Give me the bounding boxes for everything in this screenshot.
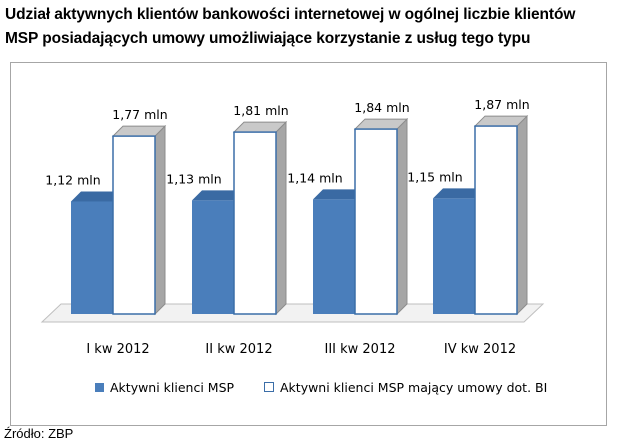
- data-label-msp-bi-2: 1,81 mln: [233, 103, 288, 118]
- bar-msp-bi-2-side: [275, 120, 287, 316]
- bar-msp-bi-3: [354, 128, 398, 315]
- legend-swatch-msp-bi: [264, 382, 274, 392]
- bar-msp-bi-4-top: [473, 115, 529, 127]
- data-label-msp-bi-3: 1,84 mln: [354, 100, 409, 115]
- bar-msp-bi-2-top: [232, 121, 288, 133]
- bar-msp-bi-3-side: [396, 117, 408, 316]
- bar-msp-3-top: [313, 189, 365, 200]
- bar-msp-4-top: [433, 188, 485, 199]
- bar-msp-1: [71, 201, 113, 314]
- bar-msp-bi-3-top: [353, 118, 409, 130]
- chart-title-line-1: Udział aktywnych klientów bankowości int…: [5, 6, 576, 23]
- bar-msp-bi-2: [233, 131, 277, 315]
- legend-label-msp: Aktywni klienci MSP: [110, 380, 235, 395]
- bar-msp-bi-1-top: [111, 125, 167, 137]
- bar-msp-1-top: [71, 191, 123, 202]
- source-note: Źródło: ZBP: [4, 426, 74, 441]
- data-label-msp-bi-4: 1,87 mln: [474, 97, 529, 112]
- bar-msp-bi-1: [112, 135, 156, 315]
- data-label-msp-3: 1,14 mln: [287, 170, 342, 185]
- bar-msp-bi-4: [474, 125, 518, 315]
- data-label-msp-bi-1: 1,77 mln: [112, 107, 167, 122]
- x-tick-label-3: III kw 2012: [324, 342, 395, 357]
- data-label-msp-1: 1,12 mln: [45, 172, 100, 187]
- chart-title: Udział aktywnych klientów bankowości int…: [5, 3, 635, 51]
- chart-title-line-2: MSP posiadających umowy umożliwiające ko…: [5, 30, 531, 47]
- data-label-msp-2: 1,13 mln: [166, 171, 221, 186]
- bar-msp-bi-1-side: [154, 124, 166, 316]
- data-label-msp-4: 1,15 mln: [407, 169, 462, 184]
- legend-swatch-msp: [95, 383, 104, 392]
- bar-msp-2: [192, 200, 234, 314]
- x-tick-label-4: IV kw 2012: [444, 342, 516, 357]
- bar-msp-2-top: [192, 190, 244, 201]
- x-tick-label-2: II kw 2012: [205, 342, 272, 357]
- x-tick-label-1: I kw 2012: [86, 342, 149, 357]
- chart-floor: [40, 303, 545, 323]
- legend-label-msp-bi: Aktywni klienci MSP mający umowy dot. BI: [280, 380, 547, 395]
- bar-msp-bi-4-side: [516, 114, 528, 316]
- bar-msp-4: [433, 198, 475, 314]
- bar-msp-3: [313, 199, 355, 314]
- bar-chart: 1,12 mln 1,77 mln I kw 2012 1,13 mln 1,81 ml…: [40, 97, 547, 395]
